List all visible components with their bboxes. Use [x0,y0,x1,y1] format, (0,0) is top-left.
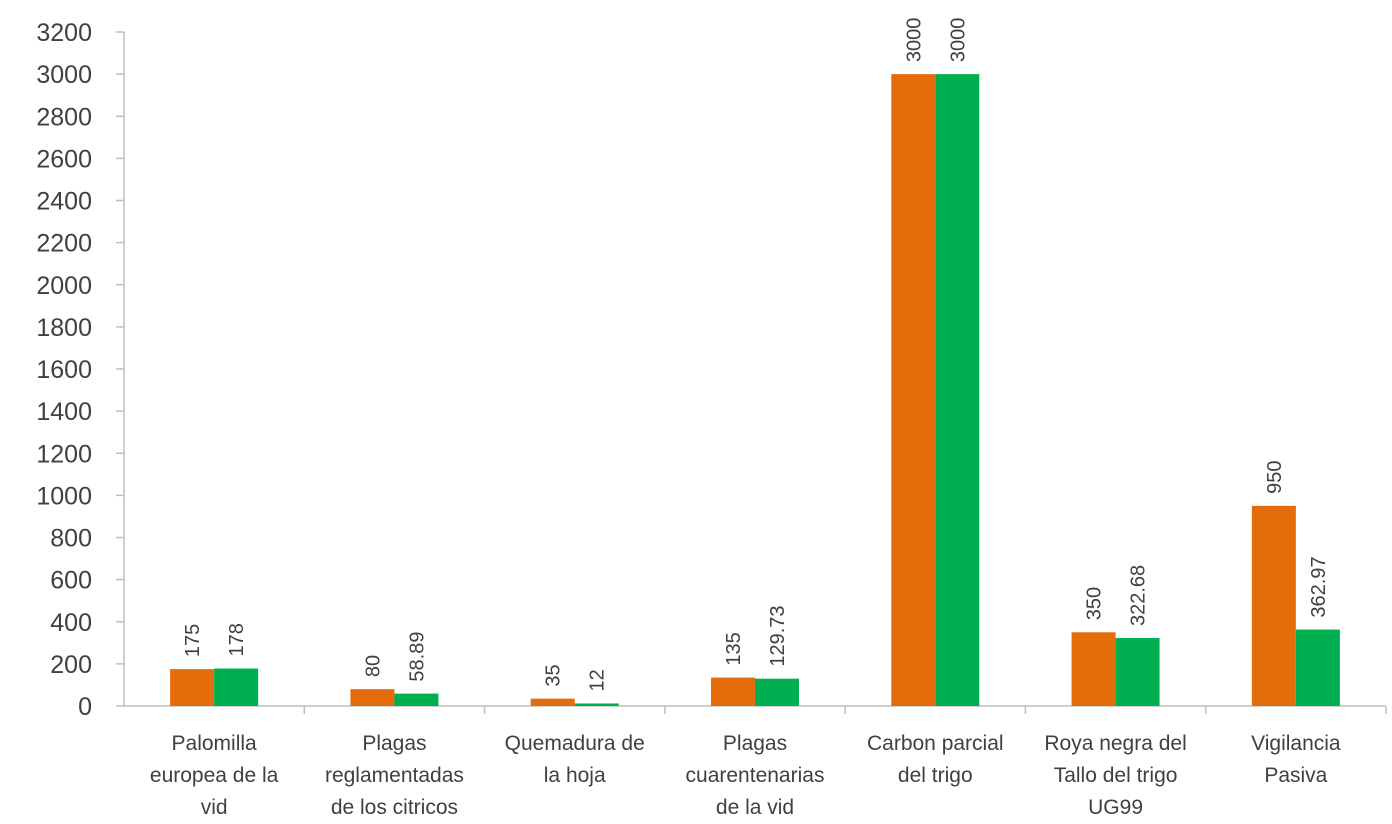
category-label: Palomilla [172,732,258,755]
data-label: 322.68 [1128,565,1150,626]
y-tick-label: 1600 [36,356,92,384]
category-label: vid [201,796,228,819]
data-labels: 175 178 80 58.89 35 12 135 129.73 3000 3000 350 322… [182,18,1330,692]
y-tick-label: 3200 [36,19,92,47]
bar [1115,638,1160,706]
y-tick-label: 400 [50,609,92,637]
category-label: Roya negra del [1044,732,1186,755]
bar [711,677,755,706]
bar [394,693,439,706]
category-label: UG99 [1088,796,1143,819]
y-tick-label: 2800 [36,103,92,131]
category-label: de la vid [716,796,794,819]
y-tick-label: 1800 [36,314,92,342]
category-label: Plagas [362,732,426,755]
bar [755,678,799,706]
y-tick-label: 2200 [36,230,92,258]
bar [1071,632,1116,706]
data-label: 950 [1264,461,1286,494]
y-tick-label: 2000 [36,272,92,300]
y-tick-label: 1400 [36,398,92,426]
category-label: la hoja [544,764,606,787]
category-label: reglamentadas [325,764,464,787]
data-label: 178 [226,623,248,656]
y-tick-label: 3000 [36,61,92,89]
y-tick-label: 800 [50,525,92,553]
data-label: 80 [362,655,384,677]
y-tick-label: 600 [50,567,92,595]
category-label: Tallo del trigo [1054,764,1178,787]
category-label: europea de la [150,764,279,787]
bar [214,668,259,706]
y-tick-label: 1000 [36,482,92,510]
category-label: Pasiva [1264,764,1327,787]
data-label: 175 [182,624,204,657]
bar [1295,629,1340,706]
bar [891,74,936,706]
data-label: 362.97 [1308,556,1330,617]
data-label: 135 [723,632,745,665]
category-label: cuarentenarias [686,764,825,787]
y-axis: 0 200 400 600 800 1000 1200 1400 1600 1800 2000 220… [36,19,125,721]
y-tick-label: 0 [78,693,92,721]
bars [170,74,1340,706]
y-tick-label: 1200 [36,440,92,468]
data-label: 35 [543,664,565,686]
bar [350,689,395,706]
bar [530,698,575,706]
category-labels: Palomilla europea de la vid Plagas reglament… [150,732,1341,819]
y-tick-label: 2600 [36,145,92,173]
data-label: 350 [1084,587,1106,620]
data-label: 12 [587,669,609,691]
bar [574,703,619,706]
data-label: 58.89 [406,632,428,682]
category-label: de los citricos [331,796,458,819]
category-label: Quemadura de [505,732,645,755]
bar [170,669,215,706]
bar [1251,505,1296,706]
category-label: Carbon parcial [867,732,1004,755]
y-tick-label: 200 [50,651,92,679]
category-label: del trigo [898,764,973,787]
category-label: Plagas [723,732,787,755]
bar [935,74,980,706]
category-label: Vigilancia [1251,732,1341,755]
x-axis [124,705,1387,714]
data-label: 3000 [903,18,925,63]
data-label: 129.73 [767,606,789,667]
y-tick-label: 2400 [36,188,92,216]
data-label: 3000 [947,18,969,63]
